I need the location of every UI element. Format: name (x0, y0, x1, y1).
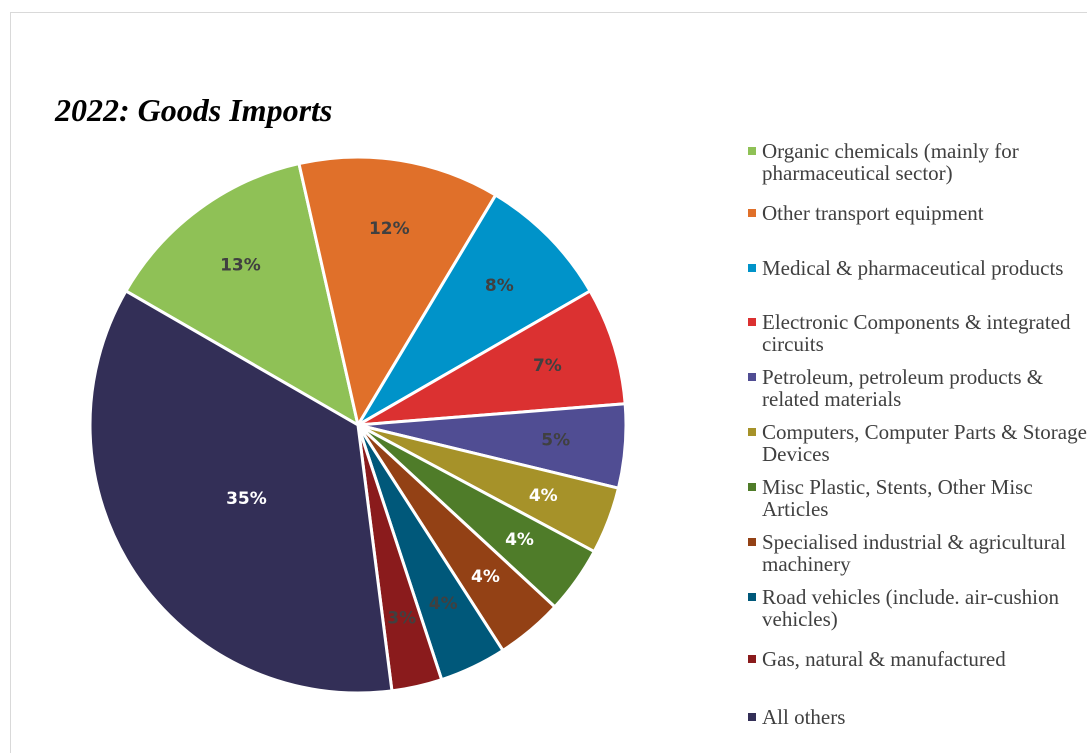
legend-swatch (748, 147, 756, 155)
data-label: 4% (529, 486, 558, 506)
legend-swatch (748, 373, 756, 381)
legend-label: All others (762, 705, 846, 729)
legend-label: Other transport equipment (762, 201, 984, 225)
legend-item: Organic chemicals (mainly for pharmaceut… (748, 140, 1087, 184)
data-label: 3% (387, 608, 416, 628)
chart-title: 2022: Goods Imports (55, 92, 333, 128)
legend-label: Electronic Components & integrated circu… (762, 310, 1071, 356)
pie-slice (123, 161, 361, 429)
legend-item: All others (748, 706, 1087, 728)
legend-item: Electronic Components & integrated circu… (748, 311, 1087, 355)
pie-slice (297, 155, 498, 429)
legend-item: Specialised industrial & agricultural ma… (748, 531, 1087, 575)
pie-slice (353, 193, 593, 430)
data-label: 7% (533, 356, 562, 376)
data-label: 4% (471, 567, 500, 587)
data-label: 8% (485, 276, 514, 296)
legend-item: Computers, Computer Parts & Storage Devi… (748, 421, 1087, 465)
pie-slice (88, 288, 394, 695)
legend-item: Medical & pharmaceutical products (748, 257, 1087, 279)
data-label: 12% (369, 219, 410, 239)
legend-item: Misc Plastic, Stents, Other Misc Article… (748, 476, 1087, 520)
legend-swatch (748, 264, 756, 272)
legend-swatch (748, 655, 756, 663)
legend-swatch (748, 483, 756, 491)
data-label: 5% (541, 431, 570, 451)
legend-item: Gas, natural & manufactured (748, 648, 1087, 670)
legend-label: Specialised industrial & agricultural ma… (762, 530, 1066, 576)
legend-label: Computers, Computer Parts & Storage Devi… (762, 420, 1087, 466)
legend-label: Misc Plastic, Stents, Other Misc Article… (762, 475, 1033, 521)
legend-swatch (748, 318, 756, 326)
legend-swatch (748, 428, 756, 436)
chart-frame (10, 12, 1087, 753)
data-label: 35% (226, 489, 267, 509)
legend-label: Road vehicles (include. air-cushion vehi… (762, 585, 1059, 631)
legend-swatch (748, 713, 756, 721)
legend-item: Road vehicles (include. air-cushion vehi… (748, 586, 1087, 630)
legend-item: Petroleum, petroleum products & related … (748, 366, 1087, 410)
legend-swatch (748, 538, 756, 546)
legend-item: Other transport equipment (748, 202, 1087, 224)
legend-swatch (748, 593, 756, 601)
legend-label: Medical & pharmaceutical products (762, 256, 1064, 280)
legend-label: Organic chemicals (mainly for pharmaceut… (762, 139, 1019, 185)
data-label: 13% (220, 255, 261, 275)
legend-label: Petroleum, petroleum products & related … (762, 365, 1044, 411)
legend-label: Gas, natural & manufactured (762, 647, 1006, 671)
data-label: 4% (429, 594, 458, 614)
legend-swatch (748, 209, 756, 217)
pie-slice (357, 288, 627, 427)
data-label: 4% (505, 530, 534, 550)
